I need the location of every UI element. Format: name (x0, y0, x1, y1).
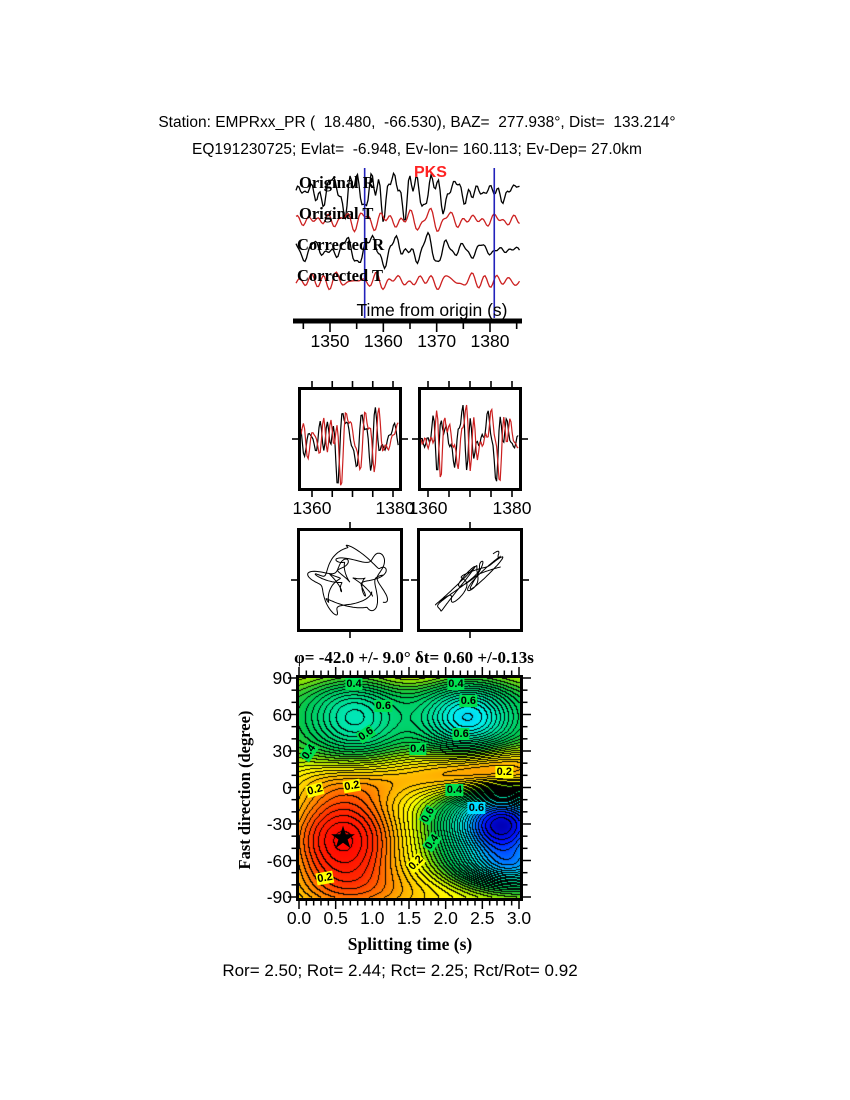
quality-metrics-line: Ror= 2.50; Rot= 2.44; Rct= 2.25; Rct/Rot… (222, 961, 578, 980)
zoom-panel-left (298, 387, 402, 491)
time-tick-label: 1380 (470, 331, 510, 351)
trace-label-corrected-r: Corrected R (297, 235, 385, 254)
contour-value-label: 0.6 (467, 802, 486, 815)
contour-value-label: 0.4 (345, 678, 363, 691)
contour-value-label: 0.4 (445, 783, 464, 796)
splitting-time-tick-label: 1.0 (360, 908, 385, 928)
time-axis-title: Time from origin (s) (356, 300, 508, 320)
splitting-result-title: φ= -42.0 +/- 9.0° δt= 0.60 +/-0.13s (294, 648, 534, 667)
contour-value-label: 0.6 (452, 727, 470, 740)
contour-value-label: 0.4 (409, 742, 427, 755)
trace-label-corrected-t: Corrected T (297, 266, 383, 285)
particle-motion-panel-corrected (417, 528, 523, 632)
splitting-time-tick-label: 2.0 (433, 908, 458, 928)
zoom-panel-tick-label: 1380 (375, 498, 415, 518)
trace-label-original-r: Original R (299, 173, 375, 192)
zoom-panel-tick-label: 1380 (492, 498, 532, 518)
event-info-line: EQ191230725; Evlat= -6.948, Ev-lon= 160.… (192, 141, 642, 158)
time-tick-label: 1350 (310, 331, 350, 351)
time-tick-label: 1370 (417, 331, 457, 351)
contour-frame (296, 675, 523, 901)
contour-value-label: 0.6 (459, 695, 478, 708)
fast-direction-tick-label: 90 (272, 668, 292, 688)
contour-value-label: 0.6 (374, 699, 392, 712)
contour-value-label: 0.2 (315, 870, 335, 885)
splitting-time-tick-label: 0.5 (323, 908, 348, 928)
fast-direction-tick-label: 0 (282, 777, 292, 798)
fast-direction-tick-label: -60 (266, 850, 292, 871)
particle-motion-panel-original (297, 528, 403, 632)
contour-value-label: 0.2 (495, 765, 513, 778)
splitting-time-tick-label: 2.5 (470, 908, 495, 928)
station-info-line: Station: EMPRxx_PR ( 18.480, -66.530), B… (158, 114, 676, 131)
splitting-time-tick-label: 3.0 (506, 908, 532, 928)
contour-x-axis-label: Splitting time (s) (347, 934, 473, 954)
zoom-panel-tick-label: 1360 (292, 498, 332, 518)
phase-pick-label: PKS (414, 164, 447, 181)
contour-value-label: 0.4 (447, 678, 465, 691)
fast-direction-tick-label: -30 (266, 814, 292, 834)
trace-label-original-t: Original T (299, 204, 374, 223)
splitting-time-tick-label: 1.5 (396, 908, 422, 928)
fast-direction-tick-label: 30 (272, 741, 292, 761)
zoom-panel-tick-label: 1360 (408, 498, 448, 518)
fast-direction-tick-label: -90 (266, 887, 292, 907)
zoom-panel-right (418, 387, 522, 491)
fast-direction-tick-label: 60 (272, 704, 292, 725)
best-solution-star-icon: ★ (329, 819, 357, 855)
time-tick-label: 1360 (363, 331, 403, 351)
splitting-time-tick-label: 0.0 (286, 908, 312, 928)
